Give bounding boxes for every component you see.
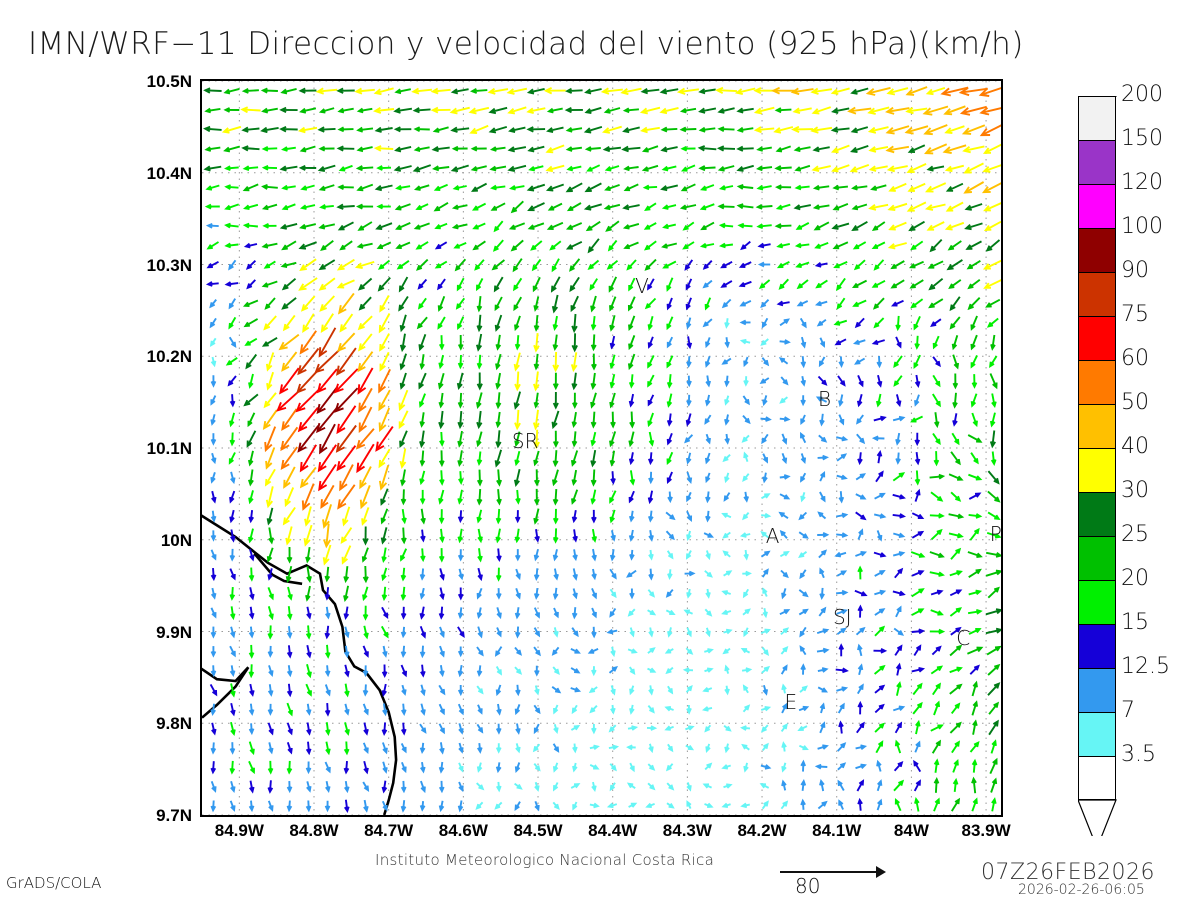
colorbar-tick-label: 150 <box>1121 126 1163 151</box>
x-tick-label: 84.7W <box>364 821 414 840</box>
y-tick-label: 10.3N <box>146 255 192 275</box>
colorbar-band[interactable] <box>1078 360 1116 404</box>
colorbar-band[interactable] <box>1078 404 1116 448</box>
x-tick-label: 84W <box>893 821 929 840</box>
colorbar-band[interactable] <box>1078 712 1116 756</box>
x-tick-label: 84.6W <box>438 821 488 840</box>
colorbar-tick-label: 40 <box>1121 434 1149 459</box>
coastline <box>202 514 398 815</box>
y-tick-label: 10.2N <box>146 347 192 367</box>
wind-vectors <box>203 86 1001 814</box>
colorbar-tick-label: 12.5 <box>1121 654 1170 679</box>
colorbar-band[interactable] <box>1078 580 1116 624</box>
colorbar-tick-label: 30 <box>1121 478 1149 503</box>
valid-time-label: 07Z26FEB2026 <box>981 860 1156 885</box>
colorbar-band[interactable] <box>1078 96 1116 140</box>
x-tick-label: 83.9W <box>961 821 1011 840</box>
speed-colorbar[interactable] <box>1078 96 1116 800</box>
colorbar-band[interactable] <box>1078 184 1116 228</box>
x-tick-label: 84.1W <box>812 821 862 840</box>
y-tick-label: 10N <box>160 530 192 550</box>
colorbar-band[interactable] <box>1078 272 1116 316</box>
x-tick-label: 84.2W <box>737 821 787 840</box>
colorbar-tick-label: 50 <box>1121 390 1149 415</box>
colorbar-tick-label: 120 <box>1121 170 1163 195</box>
colorbar-tick-label: 60 <box>1121 346 1149 371</box>
colorbar-band[interactable] <box>1078 140 1116 184</box>
colorbar-tick-label: 75 <box>1121 302 1149 327</box>
x-tick-label: 84.8W <box>289 821 339 840</box>
run-timestamp-label: 2026‑02‑26‑06:05 <box>1018 882 1145 898</box>
colorbar-tick-label: 20 <box>1121 566 1149 591</box>
colorbar-band[interactable] <box>1078 316 1116 360</box>
wind-vector-canvas <box>202 81 1001 815</box>
colorbar-band[interactable] <box>1078 668 1116 712</box>
colorbar-tick-label: 100 <box>1121 214 1163 239</box>
map-plot-area[interactable] <box>200 79 1003 817</box>
colorbar-band[interactable] <box>1078 448 1116 492</box>
software-credit: GrADS/COLA <box>6 874 102 892</box>
colorbar-tick-label: 7 <box>1121 698 1135 723</box>
y-tick-label: 9.7N <box>156 806 192 825</box>
coastline-branch <box>253 552 303 586</box>
colorbar-band[interactable] <box>1078 536 1116 580</box>
colorbar-band[interactable] <box>1078 624 1116 668</box>
reference-arrow-value: 80 <box>795 874 821 898</box>
y-tick-label: 10.4N <box>146 163 192 183</box>
colorbar-tick-label: 3.5 <box>1121 742 1156 767</box>
x-tick-label: 84.4W <box>588 821 638 840</box>
colorbar-tick-label: 15 <box>1121 610 1149 635</box>
y-tick-label: 10.5N <box>146 72 192 91</box>
colorbar-caps <box>1078 96 1117 836</box>
colorbar-tick-label: 90 <box>1121 258 1149 283</box>
colorbar-tick-label: 25 <box>1121 522 1149 547</box>
y-tick-label: 9.8N <box>156 714 192 734</box>
reference-arrow-icon <box>780 866 886 878</box>
x-tick-label: 84.3W <box>662 821 712 840</box>
institute-credit: Instituto Meteorologico Nacional Costa R… <box>375 851 715 869</box>
y-tick-label: 9.9N <box>156 622 192 642</box>
x-tick-label: 84.5W <box>513 821 563 840</box>
colorbar-tick-label: 200 <box>1121 82 1163 107</box>
y-tick-label: 10.1N <box>146 439 192 458</box>
page-title: IMN/WRF−11 Direccion y velocidad del vie… <box>28 26 1024 62</box>
coastline-inlet <box>202 666 250 719</box>
colorbar-band[interactable] <box>1078 228 1116 272</box>
x-tick-label: 84.9W <box>214 821 264 840</box>
colorbar-band[interactable] <box>1078 492 1116 536</box>
